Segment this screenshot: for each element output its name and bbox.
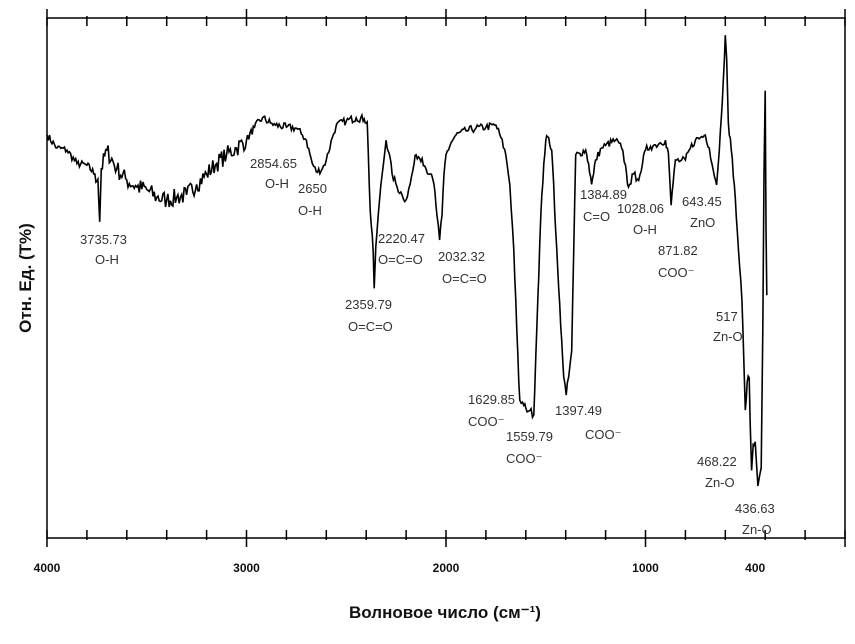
x-ticks — [46, 9, 846, 547]
peak-group-label: O-H — [633, 222, 657, 237]
peak-value-label: 3735.73 — [80, 232, 127, 247]
peak-group-label: COO⁻ — [468, 414, 505, 429]
x-tick-label: 1000 — [632, 561, 659, 575]
peak-value-label: 2220.47 — [378, 231, 425, 246]
peak-value-label: 1397.49 — [555, 403, 602, 418]
peak-value-label: 1028.06 — [617, 201, 664, 216]
peak-group-label: COO⁻ — [585, 427, 622, 442]
peak-group-label: Zn-O — [713, 329, 743, 344]
peak-value-label: 1629.85 — [468, 392, 515, 407]
peak-group-label: COO⁻ — [506, 451, 543, 466]
peak-group-label: O-H — [95, 252, 119, 267]
x-tick-label: 3000 — [233, 561, 260, 575]
x-axis-title: Волновое число (см⁻¹) — [349, 603, 541, 622]
peak-value-label: 643.45 — [682, 194, 722, 209]
peak-group-label: COO⁻ — [658, 265, 695, 280]
y-axis-title: Отн. Ед. (T%) — [16, 223, 35, 333]
spectrum-line — [46, 35, 768, 487]
peak-group-label: O=C=O — [378, 252, 423, 267]
peak-group-label: Zn-O — [742, 522, 772, 537]
peak-value-label: 871.82 — [658, 243, 698, 258]
peak-group-label: Zn-O — [705, 475, 735, 490]
peak-value-label: 2359.79 — [345, 297, 392, 312]
peak-value-label: 436.63 — [735, 501, 775, 516]
peak-value-label: 2854.65 — [250, 156, 297, 171]
peak-group-label: O=C=O — [348, 319, 393, 334]
peak-group-label: O-H — [265, 176, 289, 191]
peak-value-label: 517 — [716, 309, 738, 324]
peak-value-label: 2032.32 — [438, 249, 485, 264]
x-tick-label: 4000 — [34, 561, 61, 575]
peak-group-label: O-H — [298, 203, 322, 218]
peak-group-label: ZnO — [690, 215, 716, 230]
peak-value-label: 1384.89 — [580, 187, 627, 202]
peak-value-label: 468.22 — [697, 454, 737, 469]
x-tick-labels: 4000 3000 2000 1000 400 — [34, 561, 766, 575]
x-tick-label: 2000 — [433, 561, 460, 575]
peak-value-label: 1559.79 — [506, 429, 553, 444]
peak-group-label: C=O — [583, 209, 611, 224]
peak-value-label: 2650 — [298, 181, 327, 196]
x-tick-label: 400 — [745, 561, 765, 575]
peak-group-label: O=C=O — [442, 271, 487, 286]
